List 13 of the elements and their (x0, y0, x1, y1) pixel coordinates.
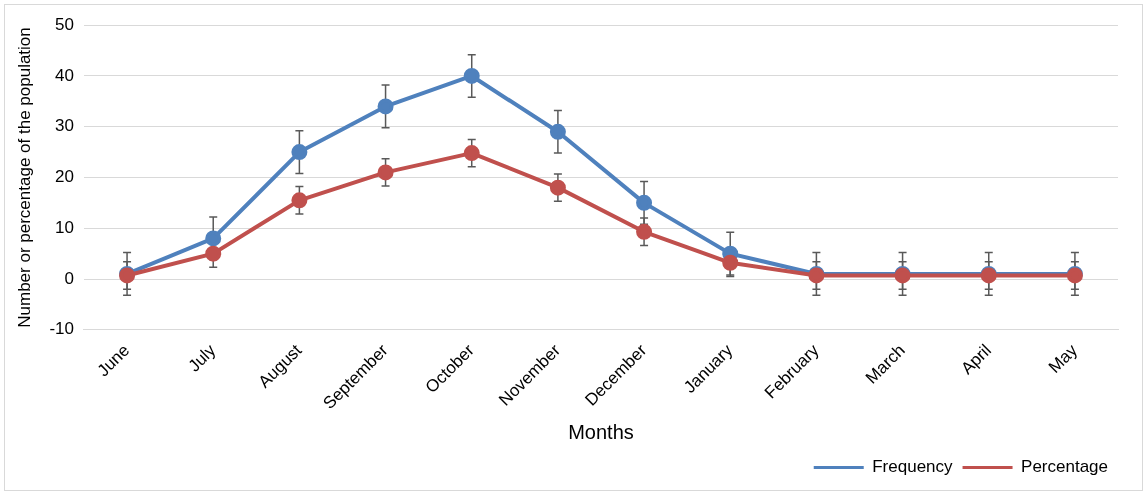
y-axis-title: Number or percentage of the population (14, 27, 34, 328)
legend-label: Frequency (872, 457, 954, 477)
y-tick-label: -10 (49, 319, 74, 339)
y-tick-label: 40 (55, 65, 74, 85)
y-tick-label: 20 (55, 167, 74, 187)
y-tick-label: 10 (55, 217, 74, 237)
y-tick-label: 50 (55, 14, 74, 34)
x-axis-title: Months (568, 420, 634, 443)
x-tick-label: July (184, 340, 220, 376)
legend-label: Percentage (1021, 457, 1108, 477)
y-tick-label: 0 (64, 268, 74, 288)
x-tick-label: May (1044, 340, 1082, 377)
y-tick-label: 30 (55, 116, 74, 136)
